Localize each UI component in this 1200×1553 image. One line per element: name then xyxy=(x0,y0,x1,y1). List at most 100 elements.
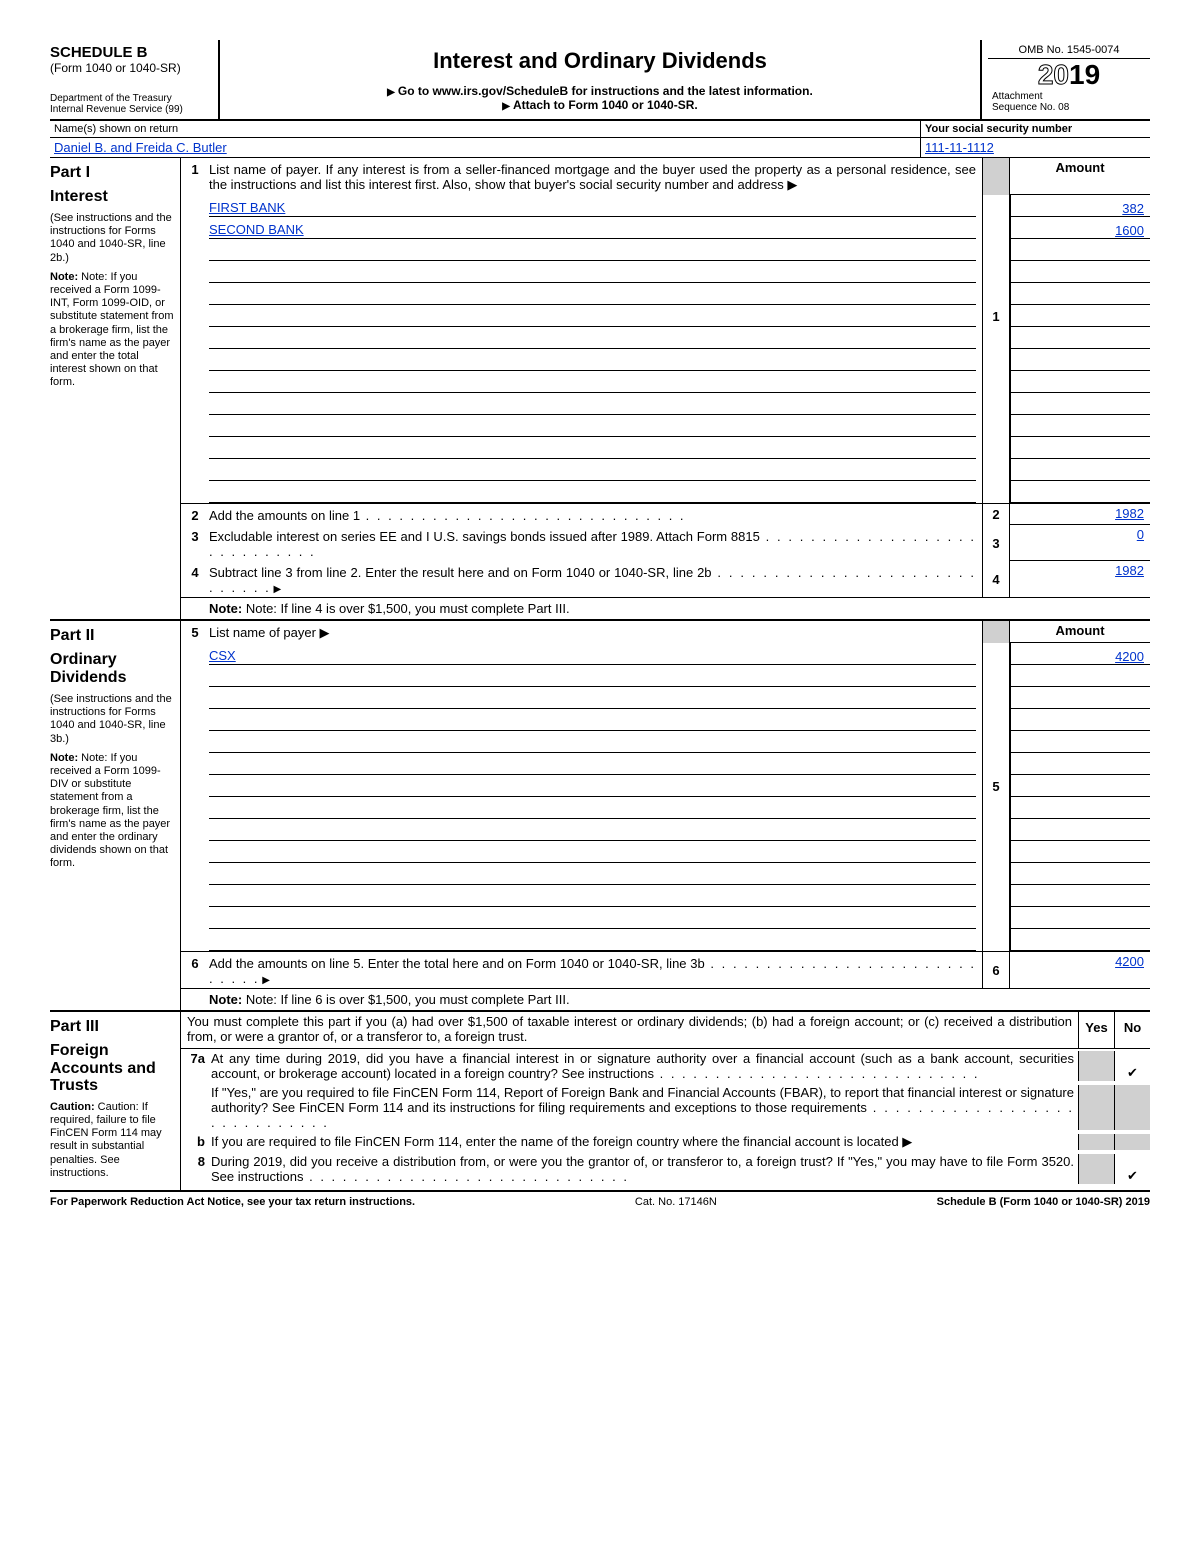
part3-intro: You must complete this part if you (a) h… xyxy=(181,1012,1078,1049)
payer-row xyxy=(181,863,1150,885)
payer-amount-field[interactable] xyxy=(1010,415,1150,437)
payer-amount-field[interactable] xyxy=(1010,459,1150,481)
ssn-label: Your social security number xyxy=(920,121,1150,137)
footer-mid: Cat. No. 17146N xyxy=(635,1196,717,1208)
payer-name-field[interactable] xyxy=(209,819,976,841)
payer-row xyxy=(181,885,1150,907)
payer-row xyxy=(181,929,1150,951)
line-5-num: 5 xyxy=(181,621,209,643)
payer-amount-field[interactable] xyxy=(1010,239,1150,261)
line-1-num: 1 xyxy=(181,158,209,195)
payer-name-field[interactable] xyxy=(209,349,976,371)
payer-amount-field[interactable] xyxy=(1010,863,1150,885)
part1-body: 1 List name of payer. If any interest is… xyxy=(180,158,1150,619)
payer-amount-field[interactable]: 1600 xyxy=(1010,217,1150,239)
payer-amount-field[interactable] xyxy=(1010,907,1150,929)
payer-name-field[interactable] xyxy=(209,775,976,797)
payer-name-field[interactable] xyxy=(209,841,976,863)
payer-name-field[interactable] xyxy=(209,665,976,687)
line-box xyxy=(982,371,1010,393)
payer-name-field[interactable] xyxy=(209,415,976,437)
line-3-box: 3 xyxy=(982,525,1010,561)
payer-name-field[interactable] xyxy=(209,481,976,503)
payer-amount-field[interactable] xyxy=(1010,665,1150,687)
payer-name-field[interactable] xyxy=(209,709,976,731)
form-title: Interest and Ordinary Dividends xyxy=(230,48,970,74)
line-3-amt[interactable]: 0 xyxy=(1010,525,1150,561)
payer-amount-field[interactable] xyxy=(1010,841,1150,863)
payer-name-field[interactable] xyxy=(209,797,976,819)
filer-name[interactable]: Daniel B. and Freida C. Butler xyxy=(50,138,920,157)
payer-name-field[interactable] xyxy=(209,371,976,393)
payer-amount-field[interactable] xyxy=(1010,481,1150,503)
payer-amount-field[interactable] xyxy=(1010,797,1150,819)
payer-amount-field[interactable] xyxy=(1010,349,1150,371)
payer-name-field[interactable] xyxy=(209,327,976,349)
q8-yes[interactable] xyxy=(1078,1154,1114,1184)
q8-text: During 2019, did you receive a distribut… xyxy=(211,1154,1078,1184)
payer-amount-field[interactable] xyxy=(1010,261,1150,283)
payer-name-field[interactable] xyxy=(209,731,976,753)
part-1: Part I Interest (See instructions and th… xyxy=(50,158,1150,621)
payer-name-field[interactable] xyxy=(209,863,976,885)
payer-name-field[interactable] xyxy=(209,687,976,709)
payer-name-field[interactable] xyxy=(209,261,976,283)
amount-header: Amount xyxy=(1010,158,1150,195)
payer-amount-field[interactable] xyxy=(1010,885,1150,907)
payer-name-field[interactable]: SECOND BANK xyxy=(209,217,976,239)
payer-name-field[interactable] xyxy=(209,305,976,327)
payer-row xyxy=(181,665,1150,687)
payer-amount-field[interactable] xyxy=(1010,437,1150,459)
payer-amount-field[interactable] xyxy=(1010,819,1150,841)
payer-name-field[interactable] xyxy=(209,239,976,261)
payer-amount-field[interactable]: 4200 xyxy=(1010,643,1150,665)
payer-name-field[interactable] xyxy=(209,283,976,305)
payer-name-field[interactable] xyxy=(209,907,976,929)
line-4-num: 4 xyxy=(181,561,209,597)
payer-name-field[interactable] xyxy=(209,393,976,415)
line-box xyxy=(982,481,1010,503)
line-2-amt[interactable]: 1982 xyxy=(1010,504,1150,525)
line-box xyxy=(982,841,1010,863)
payer-amount-field[interactable] xyxy=(1010,753,1150,775)
line-box xyxy=(982,819,1010,841)
q8-no[interactable]: ✔ xyxy=(1114,1154,1150,1184)
payer-name-field[interactable] xyxy=(209,929,976,951)
payer-name-field[interactable] xyxy=(209,437,976,459)
payer-amount-field[interactable] xyxy=(1010,731,1150,753)
payer-amount-field[interactable] xyxy=(1010,709,1150,731)
payer-name-field[interactable] xyxy=(209,459,976,481)
line-4-text: Subtract line 3 from line 2. Enter the r… xyxy=(209,561,982,597)
payer-amount-field[interactable] xyxy=(1010,371,1150,393)
q7a-no[interactable]: ✔ xyxy=(1114,1051,1150,1081)
payer-name-field[interactable]: CSX xyxy=(209,643,976,665)
part3-side: Part III Foreign Accounts and Trusts Cau… xyxy=(50,1012,180,1190)
part3-sub: Foreign Accounts and Trusts xyxy=(50,1042,174,1095)
q7a-yes[interactable] xyxy=(1078,1051,1114,1081)
line-box xyxy=(982,349,1010,371)
payer-amount-field[interactable] xyxy=(1010,687,1150,709)
payer-amount-field[interactable] xyxy=(1010,283,1150,305)
q7a2-no[interactable] xyxy=(1114,1085,1150,1130)
payer-amount-field[interactable] xyxy=(1010,327,1150,349)
payer-amount-field[interactable] xyxy=(1010,305,1150,327)
payer-row xyxy=(181,327,1150,349)
header-right: OMB No. 1545-0074 2019 AttachmentSequenc… xyxy=(980,40,1150,119)
part3-body: You must complete this part if you (a) h… xyxy=(180,1012,1150,1190)
payer-amount-field[interactable] xyxy=(1010,775,1150,797)
payer-name-field[interactable] xyxy=(209,885,976,907)
q7b-num: b xyxy=(181,1134,211,1150)
payer-amount-field[interactable] xyxy=(1010,393,1150,415)
q7b-yes xyxy=(1078,1134,1114,1150)
payer-name-field[interactable] xyxy=(209,753,976,775)
payer-name-field[interactable]: FIRST BANK xyxy=(209,195,976,217)
payer-amount-field[interactable]: 382 xyxy=(1010,195,1150,217)
q8-num: 8 xyxy=(181,1154,211,1184)
line-6-amt[interactable]: 4200 xyxy=(1010,952,1150,988)
line-1-box xyxy=(982,158,1010,195)
line-4-amt[interactable]: 1982 xyxy=(1010,561,1150,597)
q7a2-yes[interactable] xyxy=(1078,1085,1114,1130)
payer-amount-field[interactable] xyxy=(1010,929,1150,951)
filer-ssn[interactable]: 111-11-1112 xyxy=(920,138,1150,157)
omb: OMB No. 1545-0074 xyxy=(988,44,1150,59)
